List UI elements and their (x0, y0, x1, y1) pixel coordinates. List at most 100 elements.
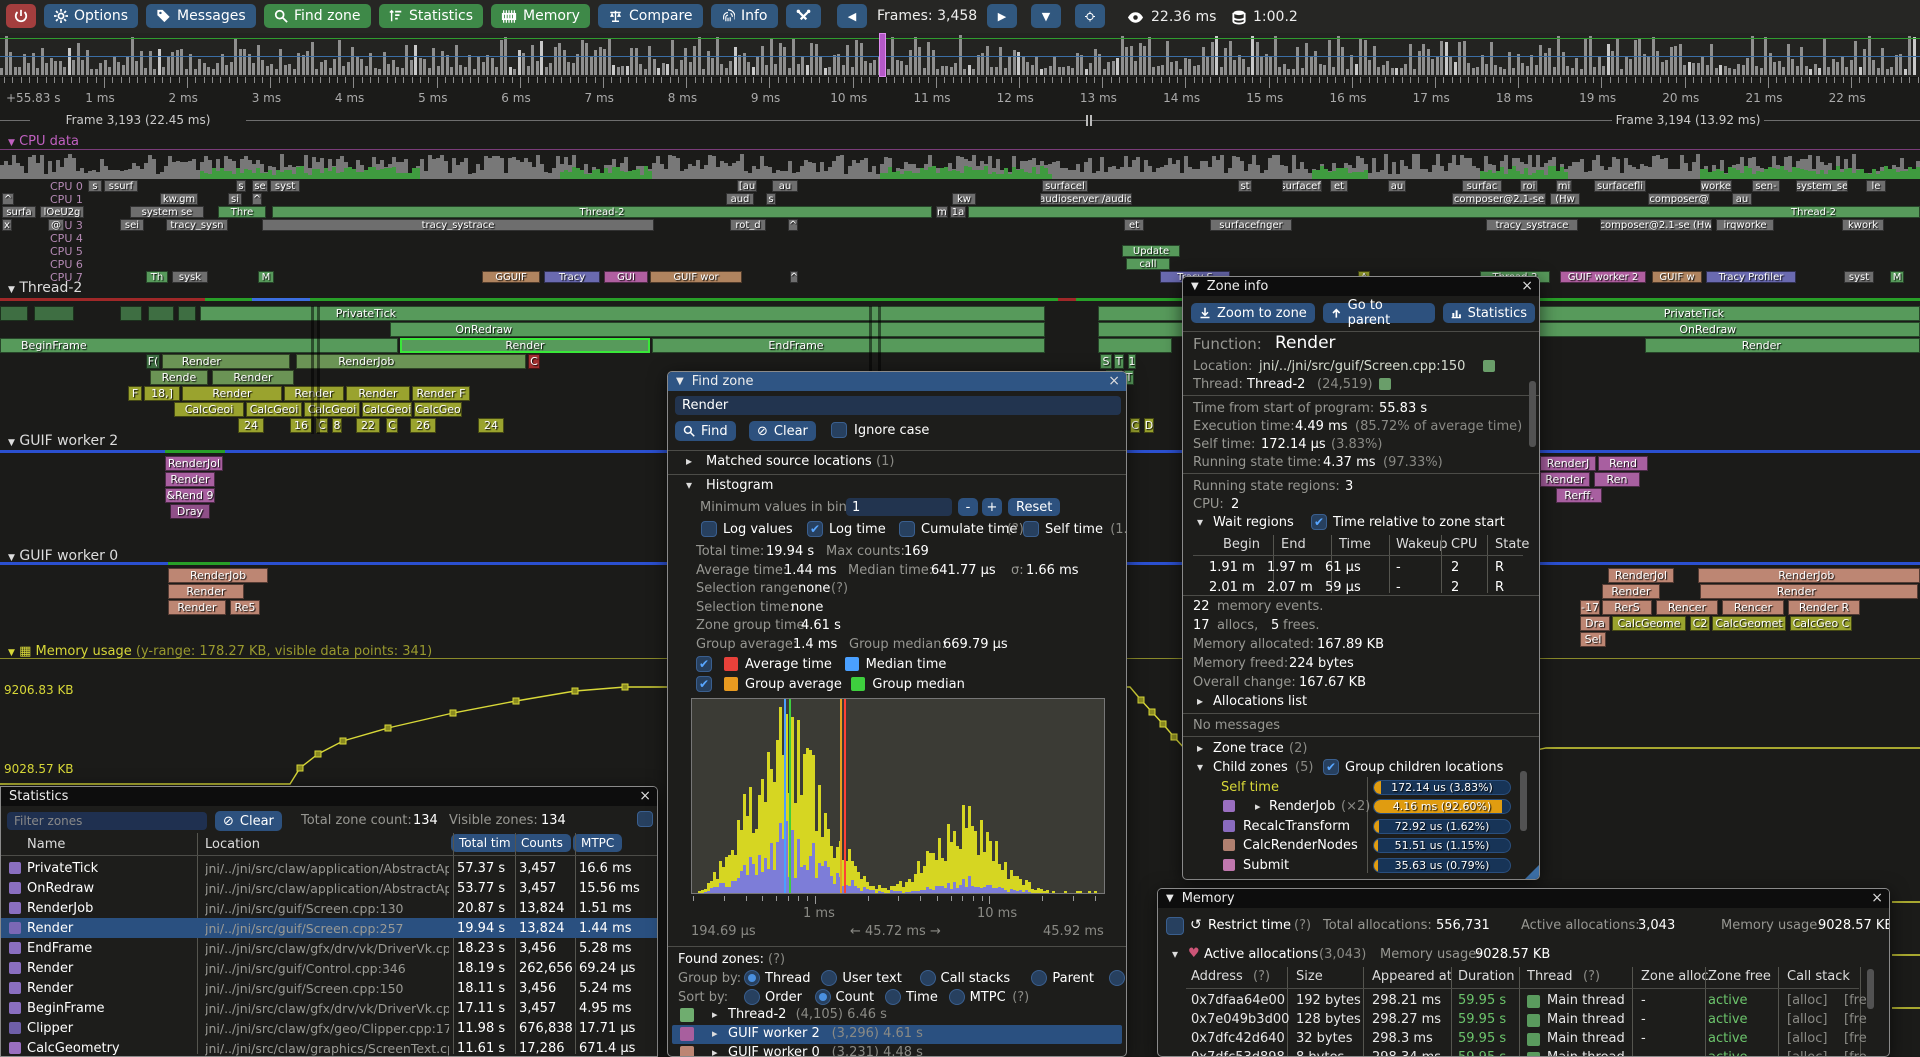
zone-filter-input[interactable]: Filter zones (7, 812, 207, 830)
memory-panel-titlebar[interactable]: ▼ Memory × (1158, 889, 1889, 908)
zone[interactable]: &Rend 9 (165, 488, 215, 503)
close-icon[interactable]: × (1871, 890, 1883, 906)
cpu-zone[interactable]: GUIF worker 2 (1560, 271, 1646, 283)
zone[interactable]: C (1130, 418, 1140, 433)
zone[interactable]: S (1100, 354, 1112, 369)
table-row[interactable]: OnRedraw jni/../jni/src/claw/application/… (1, 878, 657, 898)
restrict-time-checkbox[interactable] (1166, 917, 1184, 935)
table-row[interactable]: BeginFrame jni/../jni/src/claw/gfx/drv/vk… (1, 998, 657, 1018)
cpu-zone[interactable]: surfacefl (1282, 180, 1322, 192)
cpu-zone[interactable]: (Hw (1550, 193, 1580, 205)
cpu-zone[interactable]: kw.gm (160, 193, 198, 205)
cpu-zone[interactable]: surfacefnger (1210, 219, 1292, 231)
group-by-radio[interactable] (1031, 970, 1048, 986)
close-icon[interactable]: × (639, 788, 651, 804)
found-zone-group-row[interactable]: ▸ Thread-2 (4,105) 6.46 s (672, 1006, 1122, 1025)
cpu-zone[interactable]: GUIF w (1652, 271, 1702, 283)
zone[interactable]: Dra (1580, 616, 1610, 631)
cpu-zone[interactable]: composer@2.1-se (Hw (1600, 219, 1712, 231)
zone[interactable]: RenderJ (1540, 456, 1596, 471)
cpu-zone[interactable]: m (936, 206, 948, 218)
zone[interactable] (148, 306, 174, 321)
frame-dropdown-button[interactable]: ▼ (1031, 4, 1061, 28)
cpu-zone[interactable]: s (236, 180, 246, 192)
statistics-panel-titlebar[interactable]: Statistics × (1, 787, 657, 806)
column-sort-button[interactable]: Counts (513, 834, 571, 852)
zone[interactable]: CalcGeoi (246, 402, 302, 417)
matched-triangle[interactable]: ▸ (686, 454, 693, 468)
zone[interactable]: 22 (356, 418, 380, 433)
clear-filter-button[interactable]: ⊘ Clear (215, 811, 282, 831)
zone[interactable]: Rencer (1722, 600, 1784, 615)
table-row[interactable]: PrivateTick jni/../jni/src/claw/applicati… (1, 858, 657, 878)
frame-next-button[interactable]: ▶ (987, 4, 1017, 28)
cpu-zone[interactable]: M (258, 271, 274, 283)
collapse-triangle-icon[interactable]: ▼ (8, 553, 15, 563)
cpu-zone[interactable]: au (1388, 180, 1406, 192)
group-children-checkbox[interactable]: ✔ (1323, 759, 1339, 775)
table-row[interactable]: Render jni/../jni/src/guif/Control.cpp:34… (1, 958, 657, 978)
relative-time-checkbox[interactable]: ✔ (1311, 514, 1327, 530)
zone[interactable]: RenderJob (168, 568, 268, 583)
cpu-zone[interactable]: 1a (950, 206, 966, 218)
cpu-zone[interactable]: M (1890, 271, 1904, 283)
cpu-zone[interactable]: au (772, 180, 798, 192)
zone[interactable]: CalcGeoi (174, 402, 244, 417)
cpu-zone[interactable]: worke (1700, 180, 1732, 192)
zone[interactable]: Render (212, 370, 294, 385)
zone[interactable]: 24 (478, 418, 504, 433)
cpu-zone[interactable]: roi (1520, 180, 1538, 192)
toolbar-button-options[interactable]: Options (44, 4, 139, 28)
table-row[interactable]: EndFrame jni/../jni/src/claw/gfx/drv/vk/D… (1, 938, 657, 958)
zone[interactable]: BeginFrame (0, 338, 398, 353)
cpu-zone[interactable]: Th (146, 271, 168, 283)
allocation-row[interactable]: 0x7dfaa64e00 192 bytes 298.21 ms 59.95 s Mai… (1158, 993, 1889, 1012)
search-input[interactable]: Render (675, 396, 1121, 415)
zone[interactable]: CalcGeo C (1790, 616, 1852, 631)
cpu-zone[interactable]: x (2, 219, 12, 231)
zone[interactable]: Render (165, 472, 215, 487)
selected-frame-marker[interactable] (879, 33, 886, 77)
zone[interactable]: Re5 (230, 600, 260, 615)
zone[interactable] (120, 306, 142, 321)
group-by-radio[interactable] (919, 970, 936, 986)
zone[interactable]: CalcGeome (1612, 616, 1686, 631)
cpu-zone[interactable]: irqworke (1716, 219, 1774, 231)
cpu-zone[interactable]: Thread-2 (272, 206, 932, 218)
cpu-zone[interactable]: syst (270, 180, 300, 192)
zone[interactable]: 16 (290, 418, 312, 433)
column-sort-button[interactable]: Total tim (451, 834, 519, 852)
histogram-option-checkbox[interactable] (1023, 521, 1039, 537)
cpu-zone[interactable]: et (1124, 219, 1144, 231)
cpu-zone[interactable]: Tracy (544, 271, 600, 283)
cpu-zone[interactable]: sysk (172, 271, 208, 283)
cpu-zone[interactable]: le (1866, 180, 1886, 192)
thread-section-header[interactable]: ▼ GUIF worker 2 (8, 433, 119, 449)
cpu-zone[interactable]: system se (130, 206, 204, 218)
zone[interactable]: Render (346, 386, 410, 401)
close-icon[interactable]: × (1108, 373, 1120, 389)
cpu-zone[interactable]: surfa (2, 206, 36, 218)
frame-band[interactable]: Frame 3,193 (22.45 ms) Frame 3,194 (13.92… (0, 111, 1920, 129)
zone[interactable]: Render (168, 584, 244, 599)
decrement-button[interactable]: - (958, 498, 978, 516)
wait-regions-triangle[interactable]: ▾ (1197, 515, 1204, 529)
zone[interactable]: Rencer (1656, 600, 1718, 615)
cpu-zone[interactable]: surfacefli (1594, 180, 1646, 192)
histogram-plot[interactable] (691, 698, 1105, 894)
zone[interactable]: RenderJob (1698, 568, 1920, 583)
toolbar-button-tools[interactable] (786, 4, 821, 28)
cpu-zone[interactable]: kw (952, 193, 976, 205)
zone[interactable]: Render (168, 600, 226, 615)
zone[interactable]: Render (1540, 472, 1590, 487)
thread-section-header[interactable]: ▼ GUIF worker 0 (8, 548, 119, 564)
zone[interactable]: Render (162, 354, 290, 369)
cpu-zone[interactable]: surfac (1462, 180, 1502, 192)
table-row[interactable]: Clipper jni/../jni/src/claw/gfx/geo/Clipp… (1, 1018, 657, 1038)
cpu-zone[interactable]: se (252, 180, 268, 192)
memory-usage-section-header[interactable]: ▼ ▦ Memory usage (y-range: 178.27 KB, vi… (8, 644, 433, 659)
cpu-zone[interactable]: ^ (252, 193, 262, 205)
zone[interactable] (1098, 338, 1172, 353)
cpu-zone[interactable]: tracy_sysn (166, 219, 228, 231)
